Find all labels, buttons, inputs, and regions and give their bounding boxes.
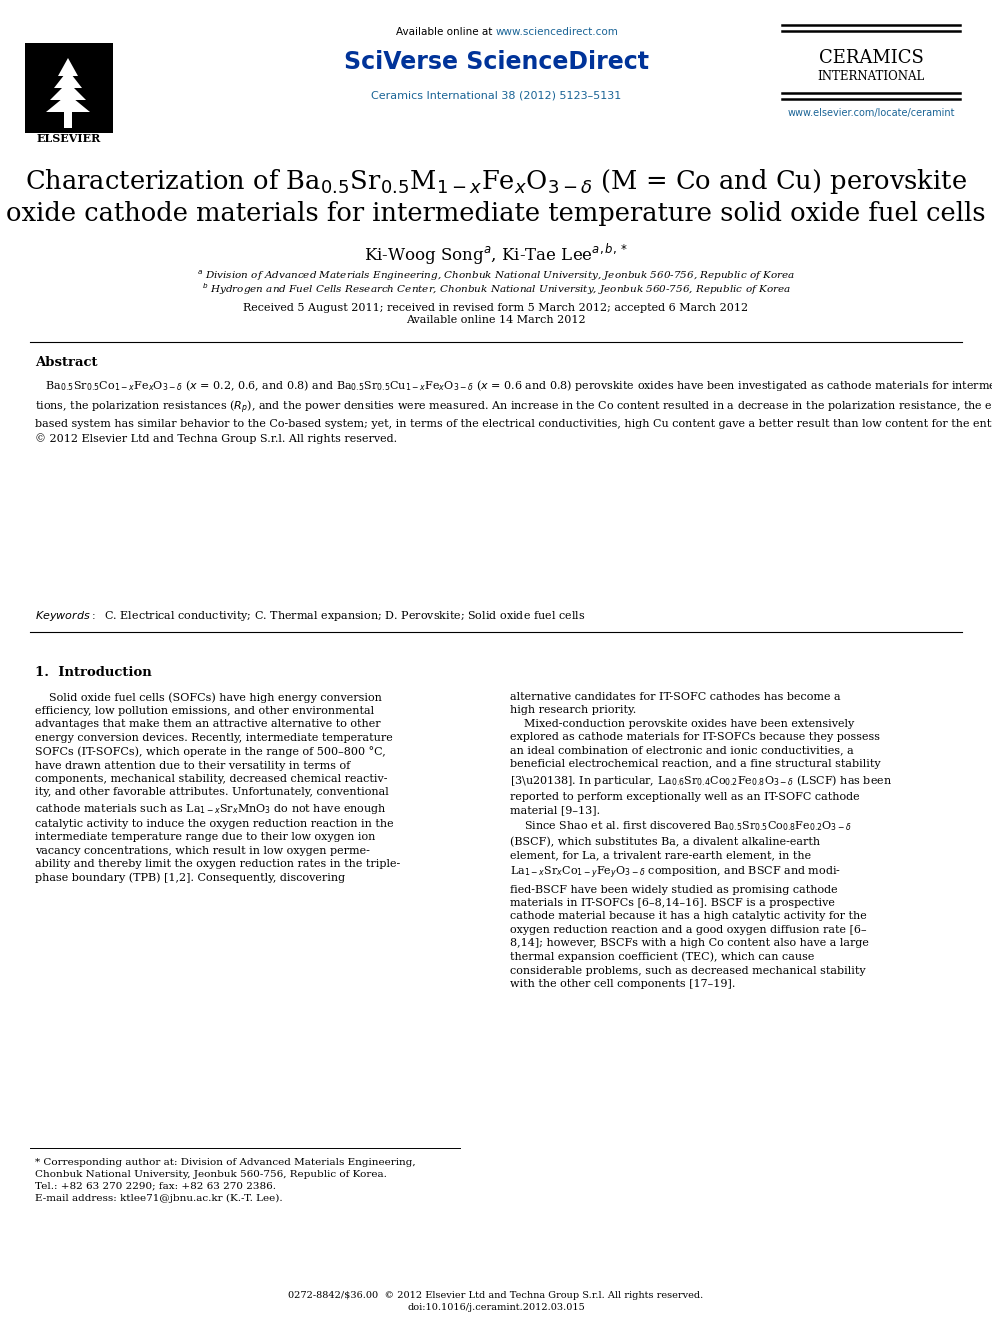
Polygon shape — [50, 82, 86, 101]
Text: $^b$ Hydrogen and Fuel Cells Research Center, Chonbuk National University, Jeonb: $^b$ Hydrogen and Fuel Cells Research Ce… — [201, 280, 791, 296]
Text: Received 5 August 2011; received in revised form 5 March 2012; accepted 6 March : Received 5 August 2011; received in revi… — [243, 303, 749, 314]
Text: $^a$ Division of Advanced Materials Engineering, Chonbuk National University, Je: $^a$ Division of Advanced Materials Engi… — [196, 269, 796, 283]
Text: Ki-Woog Song$^a$, Ki-Tae Lee$^{a,b,*}$: Ki-Woog Song$^a$, Ki-Tae Lee$^{a,b,*}$ — [364, 241, 628, 267]
Polygon shape — [54, 70, 82, 89]
Text: ELSEVIER: ELSEVIER — [37, 132, 101, 143]
Text: CERAMICS: CERAMICS — [818, 49, 924, 67]
Text: oxide cathode materials for intermediate temperature solid oxide fuel cells: oxide cathode materials for intermediate… — [6, 201, 986, 226]
Text: 1.  Introduction: 1. Introduction — [35, 665, 152, 679]
Text: www.sciencedirect.com: www.sciencedirect.com — [496, 26, 619, 37]
Text: Available online at: Available online at — [397, 26, 496, 37]
Text: alternative candidates for IT-SOFC cathodes has become a
high research priority.: alternative candidates for IT-SOFC catho… — [510, 692, 892, 988]
Bar — [64, 108, 72, 128]
Text: doi:10.1016/j.ceramint.2012.03.015: doi:10.1016/j.ceramint.2012.03.015 — [407, 1303, 585, 1312]
Text: * Corresponding author at: Division of Advanced Materials Engineering,
Chonbuk N: * Corresponding author at: Division of A… — [35, 1158, 416, 1203]
Text: Solid oxide fuel cells (SOFCs) have high energy conversion
efficiency, low pollu: Solid oxide fuel cells (SOFCs) have high… — [35, 692, 400, 884]
Text: SciVerse ScienceDirect: SciVerse ScienceDirect — [343, 50, 649, 74]
Bar — [25, 44, 113, 134]
Text: Available online 14 March 2012: Available online 14 March 2012 — [406, 315, 586, 325]
Text: INTERNATIONAL: INTERNATIONAL — [817, 70, 925, 82]
Text: 0272-8842/$36.00  © 2012 Elsevier Ltd and Techna Group S.r.l. All rights reserve: 0272-8842/$36.00 © 2012 Elsevier Ltd and… — [289, 1291, 703, 1301]
Polygon shape — [46, 94, 90, 112]
Text: $\it{Keywords:}$  C. Electrical conductivity; C. Thermal expansion; D. Perovskit: $\it{Keywords:}$ C. Electrical conductiv… — [35, 609, 585, 623]
Text: Ceramics International 38 (2012) 5123–5131: Ceramics International 38 (2012) 5123–51… — [371, 90, 621, 101]
Text: www.elsevier.com/locate/ceramint: www.elsevier.com/locate/ceramint — [788, 108, 954, 118]
Text: Ba$_{0.5}$Sr$_{0.5}$Co$_{1-x}$Fe$_x$O$_{3-\delta}$ ($x$ = 0.2, 0.6, and 0.8) and: Ba$_{0.5}$Sr$_{0.5}$Co$_{1-x}$Fe$_x$O$_{… — [35, 378, 992, 443]
Text: Abstract: Abstract — [35, 356, 97, 369]
Text: Characterization of Ba$_{0.5}$Sr$_{0.5}$M$_{1-x}$Fe$_x$O$_{3-\delta}$ (M = Co an: Characterization of Ba$_{0.5}$Sr$_{0.5}$… — [25, 168, 967, 197]
Polygon shape — [58, 58, 78, 75]
